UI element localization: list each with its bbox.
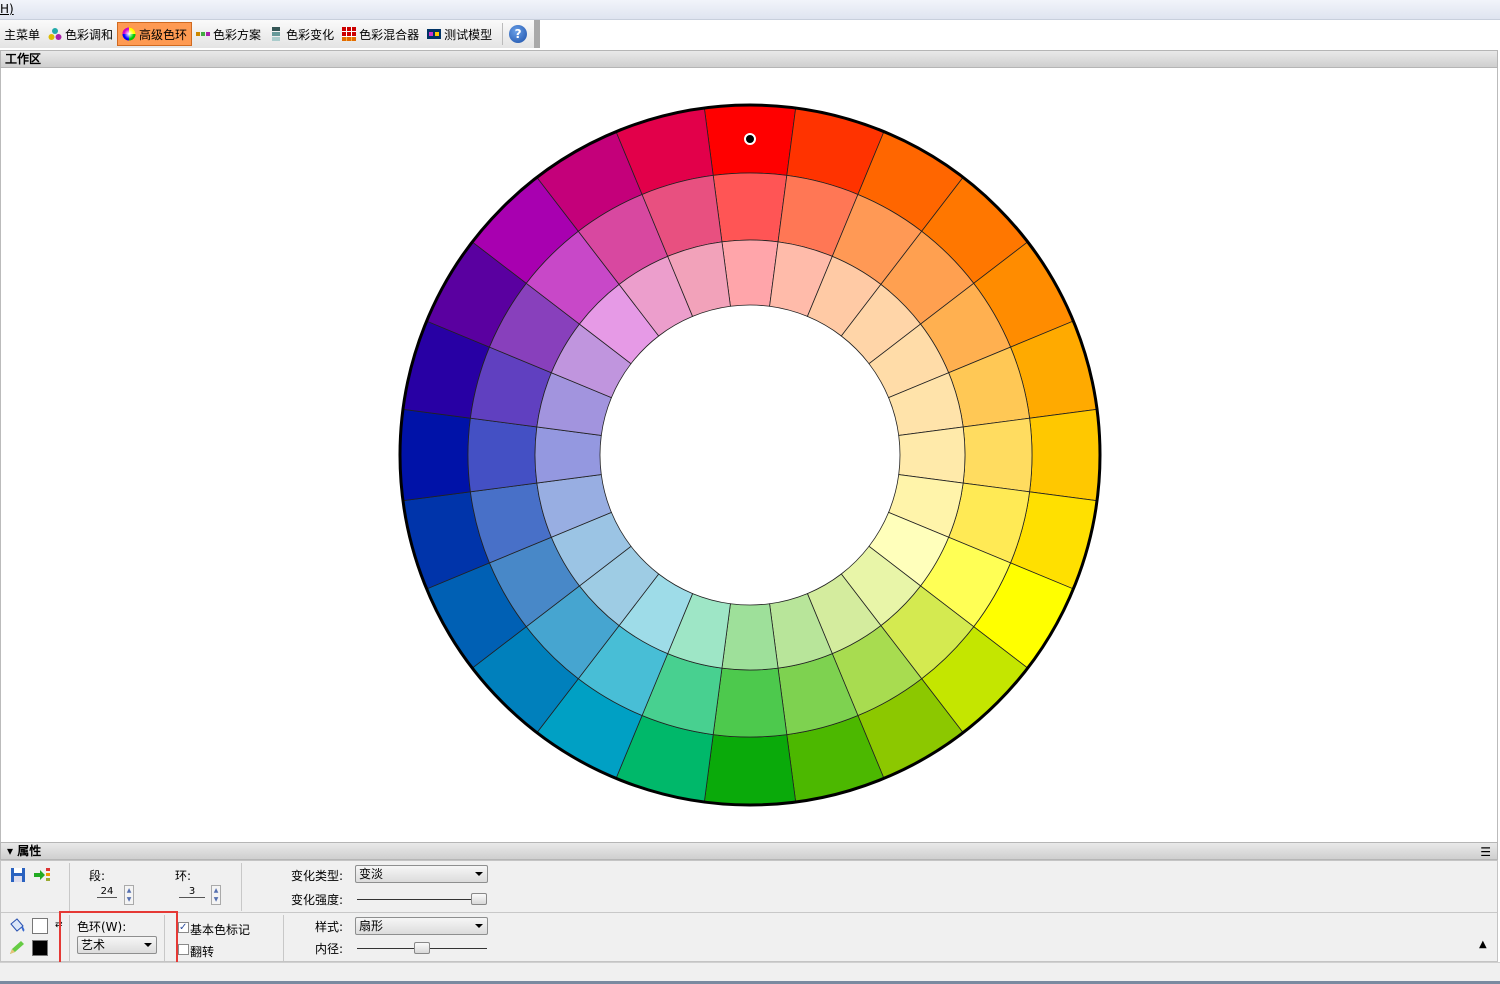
divider <box>69 863 70 911</box>
change-strength-thumb[interactable] <box>471 893 487 905</box>
inner-radius-label: 内径: <box>315 942 344 956</box>
wheel-segment-ring3-13[interactable] <box>721 603 779 671</box>
rings-stepper[interactable]: ▲ ▼ <box>211 885 221 905</box>
tab-label: 色彩调和 <box>65 27 114 42</box>
divider <box>164 915 165 961</box>
wheel-segment-ring3-1[interactable] <box>721 239 779 307</box>
expand-arrow-icon[interactable]: ▲ <box>1479 939 1487 950</box>
wheel-type-select[interactable]: 艺术 <box>77 936 157 954</box>
export-icon[interactable] <box>33 867 51 883</box>
color-mixer-icon <box>342 27 357 41</box>
wheel-segment-ring1-19[interactable] <box>399 408 471 502</box>
toolbar: 主菜单 色彩调和 高级色环 色彩方案 色彩变化 色彩混合器 测试模型 ? <box>0 20 540 48</box>
tab-main-menu[interactable]: 主菜单 <box>0 22 44 46</box>
segments-input[interactable]: 24 <box>97 886 117 898</box>
tab-advanced-color-wheel[interactable]: 高级色环 <box>117 22 193 46</box>
change-type-select[interactable]: 变淡 <box>355 865 488 883</box>
tab-color-scheme[interactable]: 色彩方案 <box>192 22 265 46</box>
change-strength-slider[interactable] <box>357 899 487 900</box>
properties-panel: 段: 24 ▲ ▼ 环: 3 ▲ ▼ 变化类型: 变淡 变化强度: ⇄ 色环(W):… <box>0 860 1498 965</box>
tab-label: 色彩混合器 <box>359 27 420 42</box>
style-select[interactable]: 扇形 <box>355 917 488 935</box>
color-scheme-icon <box>196 32 211 36</box>
tab-color-harmony[interactable]: 色彩调和 <box>44 22 117 46</box>
flip-label: 翻转 <box>190 945 215 959</box>
tab-label: 测试模型 <box>444 27 493 42</box>
inner-radius-thumb[interactable] <box>414 942 430 954</box>
segments-stepper[interactable]: ▲ ▼ <box>124 885 134 905</box>
color-wheel[interactable] <box>1 68 1499 842</box>
wheel-segment-ring2-1[interactable] <box>712 172 788 243</box>
tab-color-variation[interactable]: 色彩变化 <box>265 22 338 46</box>
workspace-header: 工作区 <box>0 50 1498 68</box>
properties-title: 属性 <box>17 844 42 858</box>
rings-input[interactable]: 3 <box>179 886 205 898</box>
change-type-label: 变化类型: <box>291 869 344 883</box>
fill-bucket-icon[interactable] <box>8 918 26 934</box>
color-variation-icon <box>272 27 281 41</box>
selected-color-marker[interactable] <box>744 133 756 145</box>
wheel-segment-ring2-19[interactable] <box>467 417 538 493</box>
flip-checkbox[interactable] <box>178 944 189 955</box>
wheel-type-label: 色环(W): <box>77 920 127 934</box>
workspace <box>0 68 1498 842</box>
pencil-icon[interactable] <box>8 940 26 956</box>
menu-help[interactable]: H) <box>0 2 14 16</box>
style-value: 扇形 <box>359 919 384 933</box>
help-icon[interactable]: ? <box>509 25 528 43</box>
stroke-color-swatch[interactable] <box>32 940 48 956</box>
color-wheel-icon <box>122 27 136 41</box>
change-strength-label: 变化强度: <box>291 893 344 907</box>
divider <box>69 915 70 961</box>
divider <box>283 915 284 961</box>
wheel-type-value: 艺术 <box>81 938 106 952</box>
divider <box>241 863 242 911</box>
wheel-segment-ring3-19[interactable] <box>534 426 602 484</box>
divider <box>1 912 1497 913</box>
tab-label: 高级色环 <box>139 27 188 42</box>
wheel-outline <box>398 103 1102 807</box>
status-bar <box>0 962 1500 984</box>
tab-color-mixer[interactable]: 色彩混合器 <box>338 22 423 46</box>
tab-label: 主菜单 <box>4 27 41 42</box>
style-label: 样式: <box>315 920 344 934</box>
swap-colors-icon[interactable]: ⇄ <box>55 920 63 930</box>
color-harmony-icon <box>48 28 62 40</box>
fill-color-swatch[interactable] <box>32 918 48 934</box>
wheel-segment-ring2-7[interactable] <box>962 417 1033 493</box>
tab-label: 色彩方案 <box>213 27 262 42</box>
test-model-icon <box>427 29 442 39</box>
wheel-segment-ring1-7[interactable] <box>1029 408 1101 502</box>
save-icon[interactable] <box>10 867 26 883</box>
wheel-segment-ring3-24[interactable] <box>667 241 731 317</box>
basic-marker-checkbox[interactable]: ✓ <box>178 922 189 933</box>
collapse-arrow-icon[interactable]: ▾ <box>7 844 18 858</box>
change-type-value: 变淡 <box>359 867 384 881</box>
menu-bar: H) <box>0 0 1500 20</box>
toolbar-separator <box>502 23 504 45</box>
wheel-segment-ring2-13[interactable] <box>712 667 788 738</box>
tab-test-model[interactable]: 测试模型 <box>423 22 496 46</box>
basic-marker-label: 基本色标记 <box>190 923 251 937</box>
panel-menu-icon[interactable]: ☰ <box>1480 845 1491 859</box>
rings-label: 环: <box>175 869 192 883</box>
properties-header[interactable]: ▾ 属性 ☰ <box>0 842 1498 860</box>
segments-label: 段: <box>89 869 106 883</box>
tab-label: 色彩变化 <box>286 27 335 42</box>
wheel-segment-ring1-13[interactable] <box>703 734 797 806</box>
wheel-segment-ring3-7[interactable] <box>898 426 966 484</box>
